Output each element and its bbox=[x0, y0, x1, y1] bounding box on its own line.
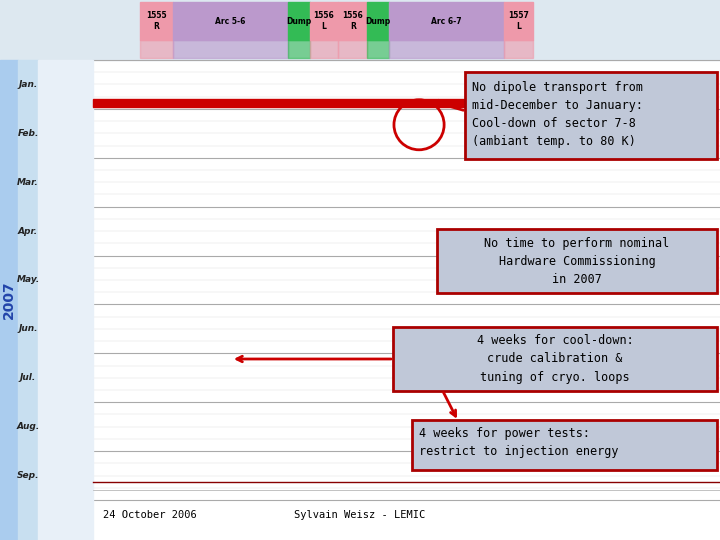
Bar bbox=[93, 99, 488, 107]
Bar bbox=[38, 60, 93, 540]
FancyBboxPatch shape bbox=[393, 327, 717, 391]
Text: Jul.: Jul. bbox=[20, 373, 36, 382]
Bar bbox=[389, 40, 504, 58]
Text: 1556
L: 1556 L bbox=[314, 11, 334, 31]
Bar bbox=[288, 40, 310, 58]
Bar bbox=[504, 2, 533, 40]
Bar bbox=[0, 0, 720, 60]
Text: 4 weeks for power tests:
restrict to injection energy: 4 weeks for power tests: restrict to inj… bbox=[419, 428, 618, 458]
Bar bbox=[389, 2, 504, 40]
FancyBboxPatch shape bbox=[465, 72, 717, 159]
Bar bbox=[310, 2, 338, 40]
Text: 1556
R: 1556 R bbox=[343, 11, 363, 31]
Text: Arc 6-7: Arc 6-7 bbox=[431, 17, 462, 25]
Bar bbox=[18, 60, 38, 540]
Text: Mar.: Mar. bbox=[17, 178, 39, 187]
Bar bbox=[140, 40, 173, 58]
Text: 4 weeks for cool-down:
crude calibration &
tuning of cryo. loops: 4 weeks for cool-down: crude calibration… bbox=[477, 334, 634, 383]
Bar bbox=[338, 2, 367, 40]
Text: Sylvain Weisz - LEMIC: Sylvain Weisz - LEMIC bbox=[294, 510, 426, 520]
Bar bbox=[367, 2, 389, 40]
FancyBboxPatch shape bbox=[437, 229, 717, 293]
Bar bbox=[0, 60, 18, 540]
Text: 24 October 2006: 24 October 2006 bbox=[103, 510, 197, 520]
Text: Dump: Dump bbox=[286, 17, 312, 25]
Text: May.: May. bbox=[17, 275, 40, 285]
Text: 2007: 2007 bbox=[2, 281, 16, 319]
Bar bbox=[140, 2, 173, 40]
Bar bbox=[310, 40, 338, 58]
Text: Sep.: Sep. bbox=[17, 471, 40, 480]
Text: Feb.: Feb. bbox=[17, 129, 39, 138]
Bar bbox=[288, 2, 310, 40]
Text: Dump: Dump bbox=[365, 17, 391, 25]
Text: No dipole transport from
mid-December to January:
Cool-down of sector 7-8
(ambia: No dipole transport from mid-December to… bbox=[472, 81, 643, 148]
Text: Jan.: Jan. bbox=[19, 80, 37, 89]
FancyBboxPatch shape bbox=[412, 421, 717, 470]
Text: 1557
L: 1557 L bbox=[508, 11, 528, 31]
Bar bbox=[173, 40, 288, 58]
Text: Jun.: Jun. bbox=[18, 325, 37, 333]
Bar bbox=[338, 40, 367, 58]
Bar bbox=[504, 40, 533, 58]
Bar bbox=[173, 2, 288, 40]
Text: Aug.: Aug. bbox=[17, 422, 40, 431]
Text: 1555
R: 1555 R bbox=[146, 11, 167, 31]
Bar bbox=[367, 40, 389, 58]
Text: No time to perform nominal
Hardware Commissioning
in 2007: No time to perform nominal Hardware Comm… bbox=[485, 237, 670, 286]
Text: Apr.: Apr. bbox=[18, 227, 38, 235]
Text: Arc 5-6: Arc 5-6 bbox=[215, 17, 246, 25]
